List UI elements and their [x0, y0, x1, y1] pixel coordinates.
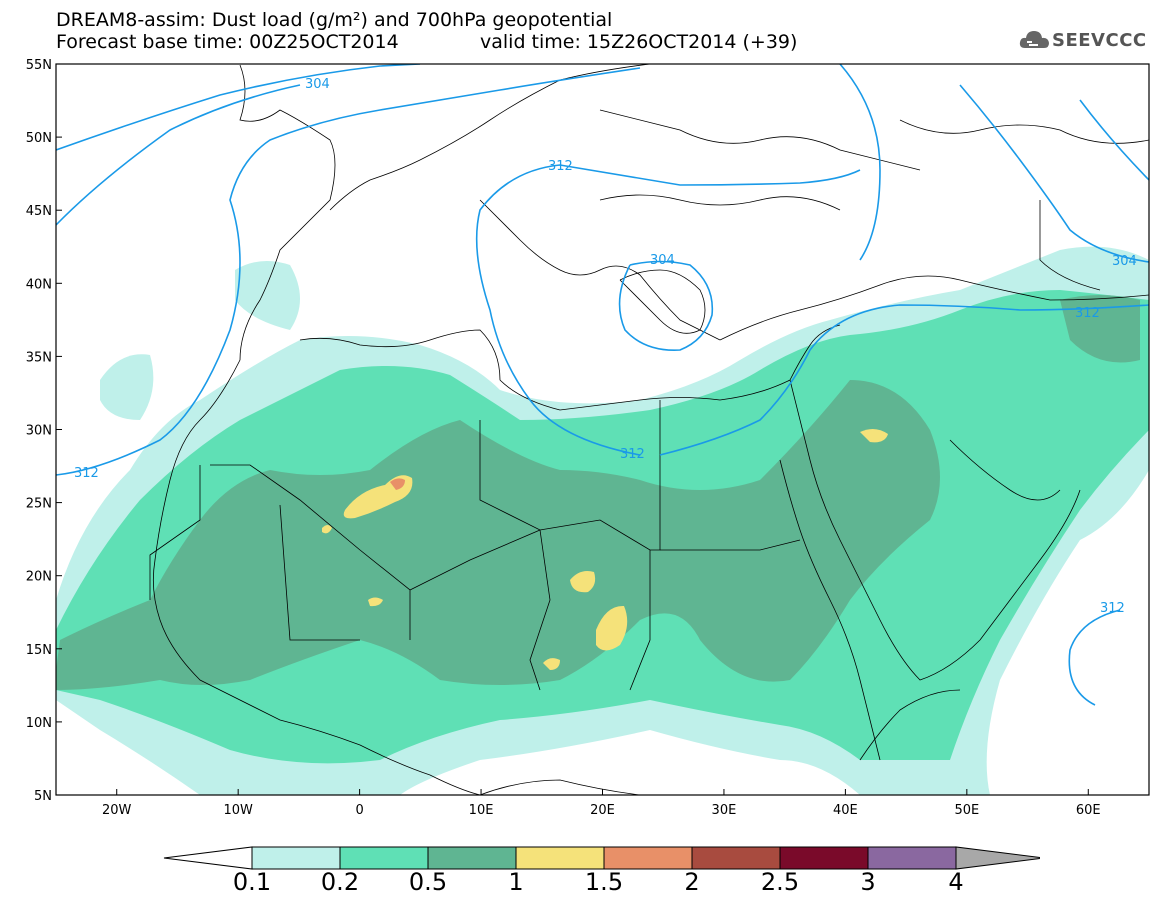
contour-label: 312	[620, 447, 645, 462]
lat-tick-label: 10N	[26, 716, 52, 731]
longitude-axis: 20W 10W 0 10E 20E 30E 40E 50E 60E	[102, 789, 1101, 818]
colorbar-level-label: 4	[948, 868, 964, 896]
lat-tick-label: 30N	[26, 424, 52, 439]
lon-tick-label: 20W	[102, 803, 132, 818]
colorbar-level-label: 0.5	[408, 868, 448, 896]
lat-tick-label: 35N	[26, 350, 52, 365]
colorbar-level-label: 1	[508, 868, 524, 896]
contour-label: 304	[305, 77, 330, 92]
seevccc-logo: SEEVCCC	[1018, 28, 1158, 54]
contour-label: 304	[1112, 254, 1137, 269]
contour-label: 312	[1075, 306, 1100, 321]
lat-tick-label: 55N	[26, 58, 52, 73]
valid-time: valid time: 15Z26OCT2014 (+39)	[480, 31, 798, 53]
colorbar-swatch	[251, 846, 341, 870]
lat-tick-label: 25N	[26, 497, 52, 512]
contour-label: 312	[1100, 601, 1125, 616]
lon-tick-label: 60E	[1076, 803, 1101, 818]
colorbar-level-label: 0.1	[232, 868, 272, 896]
lon-tick-label: 10E	[469, 803, 494, 818]
colorbar-swatch	[427, 846, 517, 870]
colorbar-level-label: 2	[684, 868, 700, 896]
lat-tick-label: 50N	[26, 131, 52, 146]
colorbar-level-label: 1.5	[584, 868, 624, 896]
cloud-icon	[1019, 31, 1049, 48]
lon-tick-label: 40E	[833, 803, 858, 818]
latitude-axis: 55N 50N 45N 40N 35N 30N 25N 20N 15N 10N 5N	[26, 58, 62, 804]
lon-tick-label: 10W	[223, 803, 253, 818]
lat-tick-label: 5N	[34, 789, 52, 804]
colorbar-level-label: 0.2	[320, 868, 360, 896]
lat-tick-label: 15N	[26, 643, 52, 658]
contour-label: 304	[650, 253, 675, 268]
lon-tick-label: 0	[355, 803, 363, 818]
colorbar-swatch	[779, 846, 869, 870]
forecast-base-time: Forecast base time: 00Z25OCT2014	[56, 31, 399, 53]
geopotential-contours	[56, 64, 1149, 706]
contour-label: 312	[74, 466, 99, 481]
coastlines-and-borders	[149, 64, 1149, 795]
lon-tick-label: 30E	[712, 803, 737, 818]
colorbar	[163, 846, 1040, 870]
colorbar-swatch	[339, 846, 429, 870]
lon-tick-label: 20E	[590, 803, 615, 818]
colorbar-swatch	[603, 846, 693, 870]
colorbar-swatch	[691, 846, 781, 870]
colorbar-swatch	[867, 846, 957, 870]
contour-labels: 304 312 304 312 312 304 312 312	[74, 77, 1137, 616]
chart-title: DREAM8-assim: Dust load (g/m²) and 700hP…	[56, 9, 613, 31]
lat-tick-label: 20N	[26, 570, 52, 585]
colorbar-swatch	[515, 846, 605, 870]
dust-field	[56, 246, 1149, 795]
colorbar-level-label: 3	[860, 868, 876, 896]
lat-tick-label: 45N	[26, 204, 52, 219]
logo-text: SEEVCCC	[1052, 30, 1147, 51]
contour-label: 312	[548, 159, 573, 174]
colorbar-swatch-below	[163, 846, 253, 870]
colorbar-swatch-above	[955, 846, 1040, 870]
colorbar-level-label: 2.5	[760, 868, 800, 896]
lon-tick-label: 50E	[954, 803, 979, 818]
lat-tick-label: 40N	[26, 277, 52, 292]
